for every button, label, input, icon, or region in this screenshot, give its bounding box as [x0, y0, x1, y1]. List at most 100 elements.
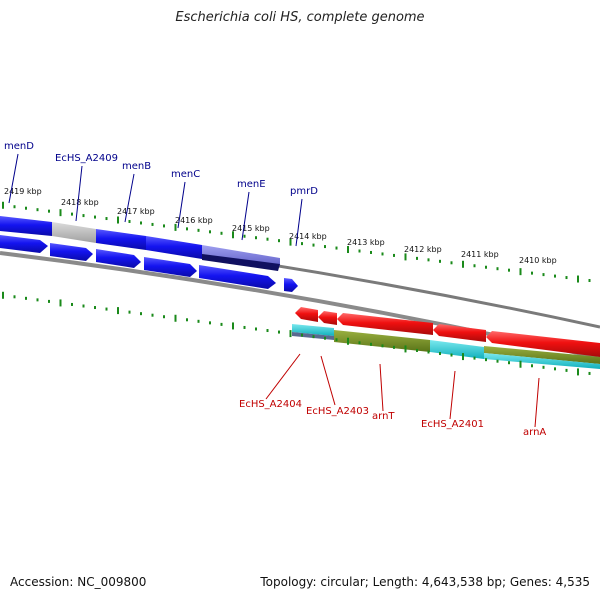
tick-mark — [393, 345, 395, 349]
tick-label: 2410 kbp — [519, 256, 557, 265]
tick-mark — [13, 295, 16, 299]
tick-mark — [416, 256, 418, 260]
tick-mark — [59, 299, 62, 307]
tick-mark — [542, 273, 545, 277]
tick-mark — [266, 237, 269, 241]
tick-mark — [565, 276, 568, 280]
leader-line — [379, 363, 384, 412]
tick-mark — [358, 249, 361, 253]
gene-label[interactable]: menB — [122, 161, 151, 172]
tick-mark — [82, 304, 85, 308]
tick-mark — [255, 236, 257, 240]
tick-mark — [140, 312, 142, 316]
tick-mark — [117, 216, 119, 224]
gene-arrow — [144, 257, 197, 277]
tick-mark — [542, 365, 545, 369]
gene-label[interactable]: menE — [237, 179, 266, 190]
tick-label: 2411 kbp — [461, 250, 499, 259]
tick-mark — [255, 327, 257, 331]
tick-mark — [289, 238, 292, 246]
leader-line — [320, 355, 336, 406]
tick-mark — [427, 350, 430, 354]
tick-mark — [94, 215, 96, 219]
gene-label[interactable]: menC — [171, 169, 200, 180]
tick-mark — [2, 291, 4, 299]
tick-mark — [71, 302, 73, 306]
cds-segment — [484, 353, 600, 369]
tick-mark — [174, 314, 177, 322]
tick-mark — [324, 336, 326, 340]
tick-mark — [186, 227, 188, 231]
gene-label[interactable]: EcHS_A2404 — [239, 399, 302, 410]
tick-mark — [450, 353, 453, 357]
tick-mark — [508, 268, 510, 272]
tick-mark — [174, 223, 177, 231]
gene-label[interactable]: pmrD — [290, 186, 318, 197]
tick-mark — [59, 209, 62, 217]
leader-line — [75, 165, 83, 222]
gene-arrow — [96, 249, 141, 268]
gene-arrow — [337, 313, 433, 335]
tick-mark — [197, 319, 200, 323]
gene-label[interactable]: arnA — [523, 427, 546, 438]
tick-mark — [209, 230, 211, 234]
tick-label: 2412 kbp — [404, 245, 442, 254]
tick-mark — [473, 356, 476, 360]
tick-mark — [197, 228, 200, 232]
leader-line — [265, 353, 301, 400]
tick-mark — [404, 253, 407, 261]
tick-row-inner — [2, 291, 591, 376]
gene-segment — [52, 222, 96, 243]
gene-label[interactable]: EcHS_A2401 — [421, 419, 484, 430]
tick-labels: 2419 kbp 2418 kbp 2417 kbp 2416 kbp 2415 kbp… — [4, 187, 557, 265]
tick-label: 2415 kbp — [232, 224, 270, 233]
tick-mark — [117, 307, 119, 315]
tick-mark — [496, 267, 499, 271]
gene-segment — [202, 254, 280, 271]
tick-mark — [416, 348, 418, 352]
tick-label: 2418 kbp — [61, 198, 99, 207]
tick-mark — [13, 205, 16, 209]
tick-mark — [151, 313, 154, 317]
tick-label: 2419 kbp — [4, 187, 42, 196]
cds-segment — [484, 346, 600, 364]
tick-row-outer — [2, 201, 591, 283]
tick-mark — [128, 219, 131, 223]
gene-arrow — [0, 235, 48, 253]
gene-label[interactable]: EcHS_A2403 — [306, 406, 369, 417]
leader-line — [449, 370, 456, 420]
cds-segment — [430, 340, 484, 359]
gene-label[interactable]: arnT — [372, 411, 395, 422]
gene-label[interactable]: EcHS_A2409 — [55, 153, 118, 164]
tick-mark — [531, 364, 533, 368]
tick-mark — [278, 330, 280, 334]
tick-label: 2413 kbp — [347, 238, 385, 247]
tick-mark — [186, 318, 188, 322]
reverse-genes-arrows — [295, 307, 600, 357]
leader-line — [124, 173, 135, 223]
tick-mark — [531, 271, 533, 275]
tick-mark — [48, 209, 50, 213]
tick-mark — [301, 333, 303, 337]
tick-mark — [462, 353, 464, 361]
tick-mark — [163, 224, 165, 228]
tick-mark — [209, 321, 211, 325]
tick-mark — [496, 359, 499, 363]
tick-mark — [94, 306, 96, 310]
leader-line — [295, 198, 303, 247]
tick-mark — [427, 258, 430, 262]
tick-mark — [105, 307, 108, 311]
tick-label: 2414 kbp — [289, 232, 327, 241]
tick-mark — [278, 239, 280, 243]
gene-arrow — [295, 307, 318, 322]
tick-mark — [301, 242, 303, 246]
accession-text: Accession: NC_009800 — [10, 575, 147, 589]
tick-mark — [485, 265, 487, 269]
tick-mark — [289, 330, 292, 338]
gene-label[interactable]: menD — [4, 141, 34, 152]
gene-segment — [202, 245, 280, 266]
tick-mark — [439, 352, 441, 356]
tick-mark — [554, 274, 556, 278]
tick-mark — [381, 344, 384, 348]
